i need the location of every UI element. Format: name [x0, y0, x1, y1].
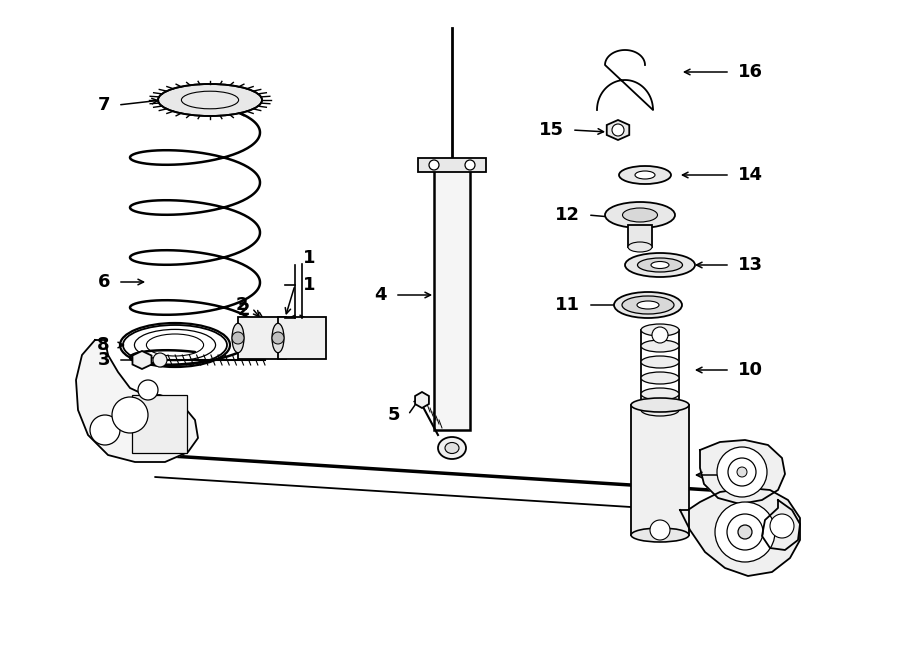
- Circle shape: [232, 332, 244, 344]
- Circle shape: [138, 380, 158, 400]
- Circle shape: [650, 520, 670, 540]
- Bar: [418, 158, 486, 172]
- Text: 16: 16: [738, 63, 763, 81]
- Circle shape: [728, 458, 756, 486]
- Ellipse shape: [614, 292, 682, 318]
- Circle shape: [715, 502, 775, 562]
- Ellipse shape: [445, 442, 459, 453]
- Polygon shape: [132, 351, 151, 369]
- Text: 10: 10: [738, 361, 763, 379]
- Circle shape: [738, 525, 752, 539]
- Polygon shape: [76, 340, 198, 462]
- Circle shape: [727, 514, 763, 550]
- Circle shape: [465, 160, 475, 170]
- Circle shape: [153, 353, 167, 367]
- Ellipse shape: [438, 437, 466, 459]
- Bar: [278, 317, 326, 359]
- Text: 3: 3: [97, 351, 110, 369]
- Ellipse shape: [641, 340, 679, 352]
- Text: 15: 15: [539, 121, 564, 139]
- Circle shape: [737, 467, 747, 477]
- Ellipse shape: [651, 262, 669, 268]
- Ellipse shape: [158, 84, 262, 116]
- Circle shape: [429, 160, 439, 170]
- Polygon shape: [607, 120, 629, 140]
- Polygon shape: [597, 50, 653, 110]
- Ellipse shape: [631, 398, 689, 412]
- Ellipse shape: [232, 323, 244, 353]
- Ellipse shape: [635, 171, 655, 179]
- Ellipse shape: [641, 404, 679, 416]
- Bar: [132, 395, 187, 453]
- Text: 14: 14: [738, 166, 763, 184]
- Ellipse shape: [628, 242, 652, 252]
- Ellipse shape: [619, 166, 671, 184]
- Text: 13: 13: [738, 256, 763, 274]
- Text: 5: 5: [388, 406, 400, 424]
- Ellipse shape: [272, 323, 284, 353]
- Ellipse shape: [625, 253, 695, 277]
- Text: 1: 1: [303, 249, 316, 267]
- Circle shape: [717, 447, 767, 497]
- Ellipse shape: [622, 296, 674, 314]
- Ellipse shape: [631, 528, 689, 542]
- Text: 7: 7: [97, 96, 110, 114]
- Bar: [238, 317, 286, 359]
- Text: 4: 4: [374, 286, 387, 304]
- Text: 11: 11: [555, 296, 580, 314]
- Text: 1: 1: [303, 276, 316, 294]
- Circle shape: [612, 124, 624, 136]
- Text: 8: 8: [97, 336, 110, 354]
- Ellipse shape: [641, 388, 679, 400]
- Circle shape: [770, 514, 794, 538]
- Bar: [631, 405, 689, 535]
- Text: 6: 6: [97, 273, 110, 291]
- Text: 12: 12: [555, 206, 580, 224]
- Bar: [628, 225, 652, 247]
- Ellipse shape: [637, 301, 659, 309]
- Polygon shape: [680, 488, 800, 576]
- Ellipse shape: [637, 258, 682, 272]
- Ellipse shape: [641, 356, 679, 368]
- Text: 9: 9: [738, 466, 751, 484]
- Ellipse shape: [623, 208, 658, 222]
- Polygon shape: [700, 440, 785, 504]
- Ellipse shape: [641, 324, 679, 336]
- Polygon shape: [415, 392, 429, 408]
- Text: 2: 2: [236, 296, 248, 314]
- Text: 2: 2: [238, 301, 250, 319]
- Circle shape: [112, 397, 148, 433]
- Circle shape: [652, 327, 668, 343]
- Circle shape: [272, 332, 284, 344]
- Circle shape: [90, 415, 120, 445]
- Bar: [434, 168, 470, 430]
- Ellipse shape: [641, 372, 679, 384]
- Ellipse shape: [605, 202, 675, 228]
